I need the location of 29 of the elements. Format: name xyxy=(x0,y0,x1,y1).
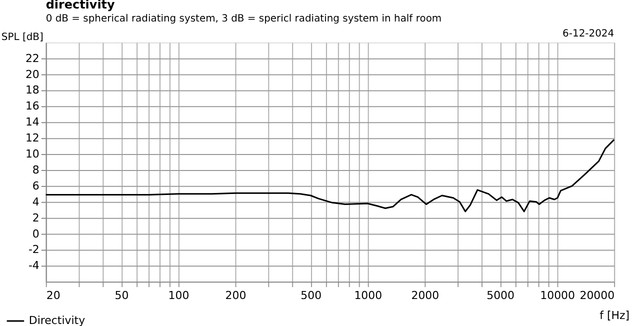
y-tick-label: 0 xyxy=(32,227,40,240)
y-tick-label: 16 xyxy=(25,100,40,113)
y-tick-label: 4 xyxy=(32,195,40,208)
x-tick-label: 20 xyxy=(46,289,60,302)
x-tick-label: 1000 xyxy=(354,289,382,302)
y-tick-label: 14 xyxy=(25,116,40,129)
x-tick-label: 2000 xyxy=(411,289,440,302)
legend-label: Directivity xyxy=(28,314,86,326)
y-tick-label: 10 xyxy=(25,148,40,161)
x-tick-label: 10000 xyxy=(540,289,576,302)
y-tick-label: 12 xyxy=(25,132,40,145)
chart-subtitle: 0 dB = spherical radiating system, 3 dB = spericl radiating system in half room xyxy=(46,13,442,24)
y-tick-label: 22 xyxy=(25,52,40,65)
x-tick-label: 100 xyxy=(168,289,190,302)
y-tick-label: 6 xyxy=(32,179,40,192)
x-tick-label: 50 xyxy=(114,289,129,302)
y-tick-label: 20 xyxy=(25,68,40,81)
y-tick-label: 2 xyxy=(32,211,40,224)
y-tick-label: -4 xyxy=(28,259,40,272)
x-tick-label: 200 xyxy=(225,289,246,302)
y-tick-label: 18 xyxy=(25,84,40,97)
x-tick-label: 5000 xyxy=(486,289,515,302)
text: 6-12-2024 xyxy=(562,28,614,40)
y-tick-label: 8 xyxy=(32,163,40,176)
x-axis-title: f [Hz] xyxy=(600,309,630,322)
x-tick-label: 20000 xyxy=(580,289,615,302)
y-tick-label: -2 xyxy=(28,243,40,256)
y-axis-title: SPL [dB] xyxy=(1,32,44,43)
x-tick-label: 500 xyxy=(300,289,322,302)
